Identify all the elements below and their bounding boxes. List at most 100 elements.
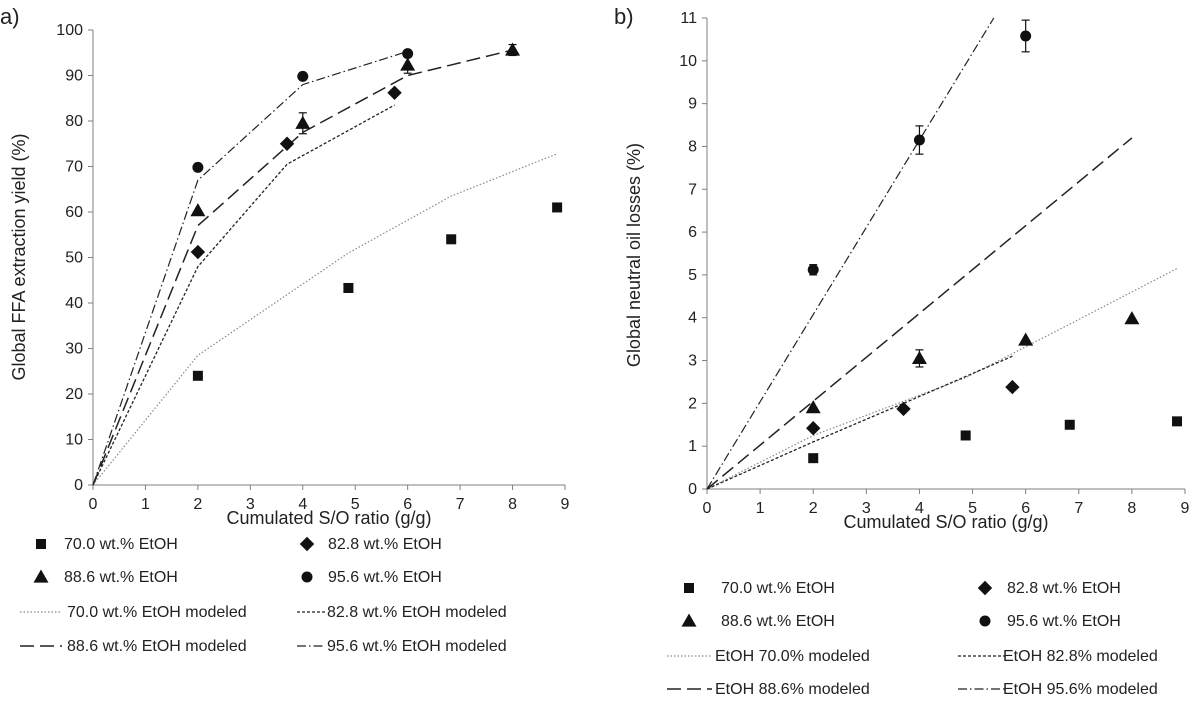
- chart2-y-tick-label: 9: [688, 96, 697, 113]
- chart1-model-line-1: [92, 153, 558, 486]
- chart1-legend-marker-2: [299, 536, 315, 552]
- chart1-legend-model-label-1: 70.0 wt.% EtOH modeled: [67, 604, 247, 621]
- chart1-series-2-point: [387, 85, 402, 100]
- chart2-y-tick-label: 6: [688, 224, 697, 241]
- chart1-y-tick-label: 80: [65, 113, 83, 130]
- chart2-x-axis-title: Cumulated S/O ratio (g/g): [843, 512, 1048, 532]
- chart2-legend-marker-3: [681, 613, 697, 627]
- chart1-legend-model-label-3: 88.6 wt.% EtOH modeled: [67, 638, 247, 655]
- chart2-x-tick-label: 2: [809, 500, 818, 517]
- chart2-y-tick-label: 8: [688, 138, 697, 155]
- chart2-series-1-point: [808, 453, 819, 464]
- chart1-y-tick-label: 60: [65, 204, 83, 221]
- chart1-series-1-point: [552, 202, 563, 213]
- chart1-y-tick-label: 20: [65, 386, 83, 403]
- chart2-legend-model-label-4: EtOH 95.6% modeled: [1003, 681, 1158, 698]
- chart1-legend-label-1: 70.0 wt.% EtOH: [64, 536, 178, 553]
- chart2-series-1-point: [1064, 419, 1075, 430]
- chart2-y-tick-label: 5: [688, 267, 697, 284]
- chart1-legend-model-label-2: 82.8 wt.% EtOH modeled: [327, 604, 507, 621]
- chart1-panel-label: a): [0, 4, 20, 29]
- chart1-x-tick-label: 7: [456, 496, 465, 513]
- chart1-legend-label-4: 95.6 wt.% EtOH: [328, 569, 442, 586]
- chart2-y-axis-title: Global neutral oil losses (%): [624, 143, 644, 367]
- chart2-x-tick-label: 0: [703, 500, 712, 517]
- chart1-y-axis-title: Global FFA extraction yield (%): [9, 133, 29, 380]
- chart1-y-tick-label: 40: [65, 295, 83, 312]
- chart2-legend-label-1: 70.0 wt.% EtOH: [721, 580, 835, 597]
- chart2-legend-model-label-1: EtOH 70.0% modeled: [715, 648, 870, 665]
- chart2-legend-label-3: 88.6 wt.% EtOH: [721, 613, 835, 630]
- chart1-x-tick-label: 1: [141, 496, 150, 513]
- chart2-y-tick-label: 0: [688, 481, 697, 498]
- chart1-series-1-point: [446, 234, 457, 245]
- chart1-series-3-point: [400, 57, 416, 71]
- chart1-legend-label-2: 82.8 wt.% EtOH: [328, 536, 442, 553]
- chart2-y-tick-label: 11: [680, 10, 697, 27]
- chart2-series-3-point: [1124, 311, 1140, 325]
- chart1-legend-label-3: 88.6 wt.% EtOH: [64, 569, 178, 586]
- chart1-y-tick-label: 70: [65, 159, 83, 176]
- chart1-legend-model-label-4: 95.6 wt.% EtOH modeled: [327, 638, 507, 655]
- chart1-x-tick-label: 3: [246, 496, 255, 513]
- chart1-x-tick-label: 8: [508, 496, 517, 513]
- chart1-y-tick-label: 100: [56, 22, 83, 39]
- chart1-x-tick-label: 9: [561, 496, 570, 513]
- chart2-series-2-point: [896, 401, 911, 417]
- chart1-y-tick-label: 10: [65, 432, 83, 449]
- chart2-model-line-1: [706, 267, 1178, 490]
- chart2-legend-model-label-2: EtOH 82.8% modeled: [1003, 648, 1158, 665]
- chart2-series-4-point: [913, 134, 925, 146]
- chart1-x-tick-label: 0: [89, 496, 98, 513]
- chart2-x-tick-label: 1: [756, 500, 765, 517]
- chart1-x-tick-label: 5: [351, 496, 360, 513]
- chart1-y-tick-label: 50: [65, 250, 83, 267]
- chart1-series-4-point: [402, 48, 414, 60]
- chart2-x-tick-label: 5: [968, 500, 977, 517]
- chart2-model-line-2: [706, 355, 1013, 490]
- chart2-series-3-point: [911, 350, 927, 365]
- chart1-series-3-point: [190, 203, 206, 217]
- chart2-series-1-point: [1172, 416, 1183, 427]
- chart2-x-tick-label: 7: [1074, 500, 1083, 517]
- chart2-series-4-point: [807, 264, 819, 276]
- chart2-x-tick-label: 3: [862, 500, 871, 517]
- chart2-model-line-4: [706, 17, 995, 490]
- chart1-y-tick-label: 90: [65, 68, 83, 85]
- chart1-series-4-point: [297, 70, 309, 82]
- chart2-x-tick-label: 4: [915, 500, 924, 517]
- chart1-y-tick-label: 30: [65, 341, 83, 358]
- chart2-panel-label: b): [614, 4, 634, 29]
- chart2-series-1-point: [960, 430, 971, 441]
- chart1-x-tick-label: 6: [403, 496, 412, 513]
- chart2-y-tick-label: 7: [688, 181, 697, 198]
- chart2-legend-marker-1: [684, 583, 694, 593]
- chart2-y-tick-label: 3: [688, 353, 697, 370]
- chart2-model-line-3: [706, 137, 1133, 490]
- chart1-x-tick-label: 4: [298, 496, 307, 513]
- chart1-x-tick-label: 2: [193, 496, 202, 513]
- chart2-x-tick-label: 6: [1021, 500, 1030, 517]
- chart1-legend-marker-1: [36, 539, 46, 549]
- chart2-series-2-point: [1005, 379, 1020, 395]
- chart2-legend-label-2: 82.8 wt.% EtOH: [1007, 580, 1121, 597]
- chart2-x-tick-label: 8: [1127, 500, 1136, 517]
- chart2-legend-model-label-3: EtOH 88.6% modeled: [715, 681, 870, 698]
- chart1-legend-marker-4: [301, 571, 313, 583]
- chart2-series-3-point: [1018, 332, 1034, 346]
- chart1-model-line-4: [92, 50, 408, 486]
- chart2-y-tick-label: 10: [679, 53, 697, 70]
- chart1-series-3-point: [295, 115, 311, 129]
- chart2-series-3-point: [805, 400, 821, 414]
- chart2-y-tick-label: 1: [688, 438, 697, 455]
- chart2-series-2-point: [806, 420, 821, 436]
- chart1-x-axis-title: Cumulated S/O ratio (g/g): [226, 508, 431, 528]
- chart1-series-3-point: [505, 42, 521, 56]
- chart1-y-tick-label: 0: [74, 477, 83, 494]
- chart2-legend-label-4: 95.6 wt.% EtOH: [1007, 613, 1121, 630]
- chart1-series-1-point: [192, 370, 203, 381]
- chart1-model-line-2: [92, 104, 395, 486]
- chart2-y-tick-label: 2: [688, 395, 697, 412]
- chart1-series-2-point: [279, 136, 295, 151]
